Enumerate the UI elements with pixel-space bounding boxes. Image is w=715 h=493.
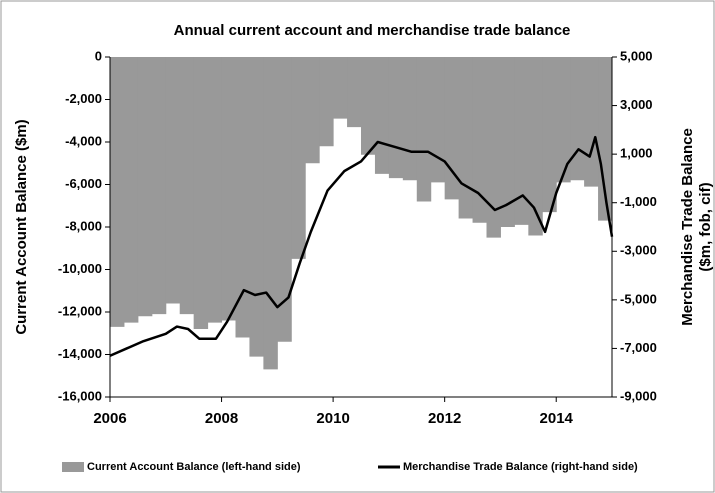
- bar: [444, 57, 460, 200]
- x-tick-label: 2006: [93, 410, 126, 427]
- bar: [333, 57, 348, 119]
- y-tick-label: -4,000: [65, 133, 102, 148]
- y2-tick-label: -3,000: [620, 243, 657, 258]
- bar: [570, 57, 585, 181]
- y-tick-label: -12,000: [58, 303, 102, 318]
- bar: [584, 57, 599, 187]
- bar: [263, 57, 278, 370]
- bar: [402, 57, 418, 181]
- bar: [123, 57, 139, 323]
- bar: [500, 57, 515, 227]
- legend-swatch: [62, 462, 84, 472]
- y-tick-label: -2,000: [65, 91, 102, 106]
- y-tick-label: -14,000: [58, 346, 102, 361]
- x-tick-label: 2008: [205, 410, 238, 427]
- y2-axis-label: Merchandise Trade Balance: [679, 128, 696, 326]
- bar: [374, 57, 390, 174]
- bar: [137, 57, 153, 317]
- y2-tick-label: 5,000: [620, 48, 653, 63]
- y2-axis-label: ($m, fob, cif): [697, 182, 714, 271]
- bar: [165, 57, 181, 304]
- bar: [110, 57, 125, 327]
- bar: [207, 57, 223, 323]
- line: [109, 135, 614, 357]
- bar: [430, 57, 446, 183]
- bar: [486, 57, 501, 238]
- bar: [277, 57, 292, 342]
- bar: [361, 57, 376, 155]
- x-tick-label: 2010: [316, 410, 349, 427]
- y-tick-label: 0: [95, 48, 102, 63]
- legend-label: Current Account Balance (left-hand side): [87, 461, 301, 473]
- y-tick-label: -6,000: [65, 176, 102, 191]
- bar: [542, 57, 557, 213]
- bar: [179, 57, 195, 315]
- bar: [347, 57, 362, 128]
- y-axis-label: Current Account Balance ($m): [13, 119, 30, 334]
- bar: [458, 57, 474, 219]
- y-tick-label: -8,000: [65, 218, 102, 233]
- bar: [305, 57, 320, 164]
- bar: [151, 57, 167, 315]
- y-tick-label: -16,000: [58, 388, 102, 403]
- y2-tick-label: -1,000: [620, 194, 657, 209]
- legend-label: Merchandise Trade Balance (right-hand si…: [403, 461, 638, 473]
- y2-tick-label: -9,000: [620, 388, 657, 403]
- bar: [528, 57, 543, 236]
- y2-tick-label: 3,000: [620, 97, 653, 112]
- chart-title: Annual current account and merchandise t…: [174, 22, 571, 39]
- bar: [249, 57, 264, 357]
- y-tick-label: -10,000: [58, 261, 102, 276]
- y2-tick-label: 1,000: [620, 146, 653, 161]
- x-tick-label: 2014: [540, 410, 574, 427]
- y2-tick-label: -7,000: [620, 340, 657, 355]
- bar: [235, 57, 250, 338]
- bar: [319, 57, 334, 147]
- bar: [416, 57, 432, 202]
- x-tick-label: 2012: [428, 410, 461, 427]
- bar: [472, 57, 487, 223]
- bar: [556, 57, 571, 183]
- bar: [193, 57, 209, 329]
- bar: [514, 57, 529, 225]
- bar: [388, 57, 404, 179]
- bar: [221, 57, 236, 321]
- y2-tick-label: -5,000: [620, 291, 657, 306]
- bar: [291, 57, 306, 259]
- bar: [598, 57, 613, 221]
